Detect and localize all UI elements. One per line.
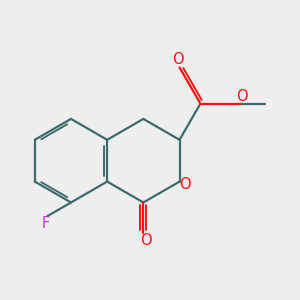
- Text: O: O: [172, 52, 183, 68]
- Text: F: F: [41, 216, 50, 231]
- Text: O: O: [140, 232, 151, 247]
- Text: O: O: [236, 88, 248, 104]
- Text: O: O: [179, 177, 190, 192]
